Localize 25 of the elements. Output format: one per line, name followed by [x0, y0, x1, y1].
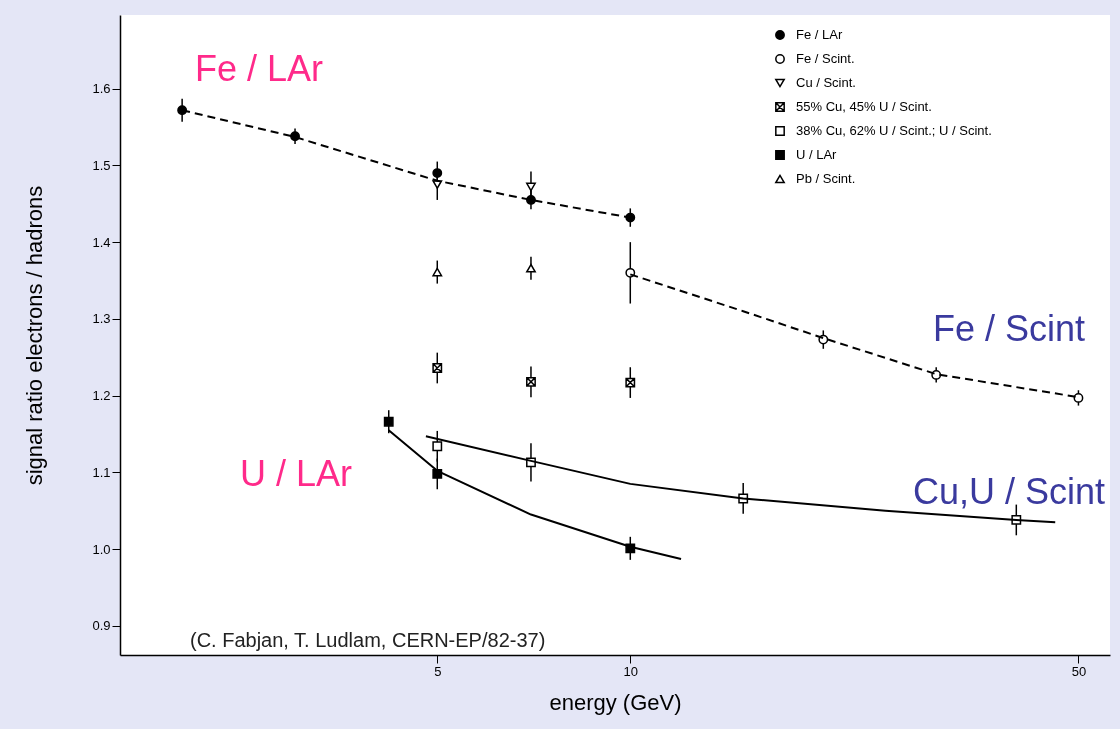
y-tick-label: 0.9 [92, 618, 111, 634]
y-tick-label: 1.5 [92, 157, 111, 173]
x-axis-title: energy (GeV) [549, 689, 682, 715]
y-axis-title: signal ratio electrons / hadrons [22, 185, 48, 486]
legend-label: 38% Cu, 62% U / Scint.; U / Scint. [796, 123, 992, 138]
legend-label: Cu / Scint. [796, 75, 856, 90]
x-tick-label: 10 [623, 663, 639, 679]
y-tick-label: 1.0 [92, 541, 111, 557]
legend-label: Fe / Scint. [796, 51, 855, 66]
annotation: U / LAr [240, 453, 353, 494]
legend-label: Pb / Scint. [796, 171, 856, 186]
legend-label: Fe / LAr [796, 27, 843, 42]
y-tick-label: 1.6 [92, 81, 111, 97]
annotation: (C. Fabjan, T. Ludlam, CERN-EP/82-37) [190, 629, 546, 651]
legend-label: 55% Cu, 45% U / Scint. [796, 99, 932, 114]
annotation: Fe / LAr [195, 48, 324, 89]
y-tick-label: 1.4 [92, 234, 111, 250]
annotation: Cu,U / Scint [912, 471, 1105, 512]
y-tick-label: 1.1 [92, 464, 111, 480]
annotation: Fe / Scint [932, 308, 1085, 349]
x-tick-label: 50 [1071, 663, 1087, 679]
x-tick-label: 5 [434, 663, 442, 679]
y-tick-label: 1.2 [92, 388, 111, 404]
y-tick-label: 1.3 [92, 311, 111, 327]
legend-label: U / LAr [796, 147, 838, 162]
